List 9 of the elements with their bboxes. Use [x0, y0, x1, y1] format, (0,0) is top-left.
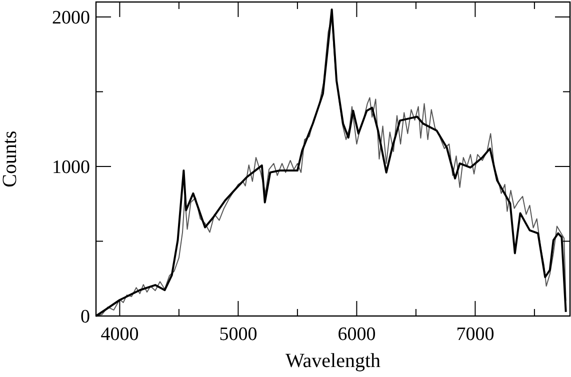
- y-tick-label: 2000: [52, 8, 90, 29]
- x-tick-label: 6000: [338, 324, 376, 345]
- y-tick-label: 0: [80, 306, 90, 328]
- x-tick-label: 4000: [100, 324, 139, 345]
- x-tick-label: 7000: [456, 324, 494, 345]
- x-axis-title: Wavelength: [285, 350, 381, 372]
- y-tick-label: 1000: [52, 157, 90, 178]
- y-axis-title: Counts: [0, 130, 21, 188]
- x-tick-label: 5000: [219, 324, 258, 345]
